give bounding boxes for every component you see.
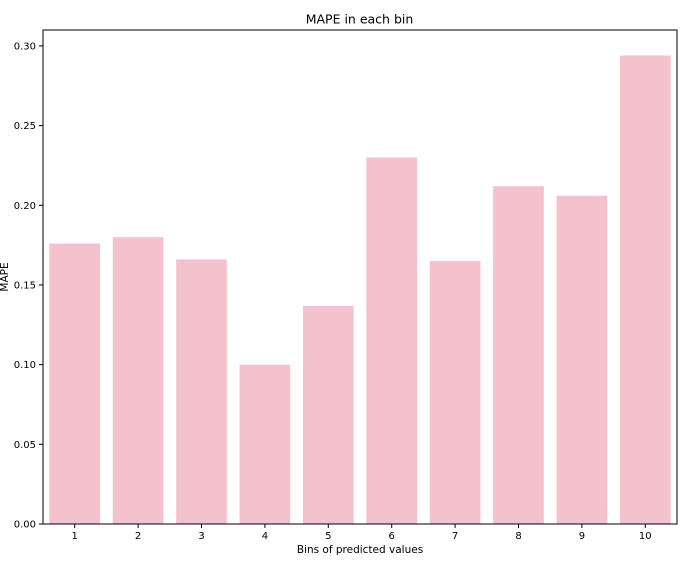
chart-title: MAPE in each bin: [306, 12, 414, 27]
bar-2: [112, 237, 164, 524]
bar-3: [176, 259, 227, 524]
y-tick-label: 0.05: [14, 440, 36, 451]
x-tick-label: 7: [452, 531, 458, 542]
bar-1: [49, 243, 101, 525]
bar-5: [302, 305, 354, 524]
x-tick-label: 10: [639, 531, 652, 542]
bar-8: [493, 186, 544, 525]
x-tick-label: 6: [389, 531, 395, 542]
y-axis: 0.00 0.05 0.10 0.15 0.20 0.25 0.30: [14, 41, 43, 531]
y-tick-label: 0.25: [14, 121, 36, 132]
bar-10: [619, 55, 671, 524]
bar-4: [239, 364, 291, 524]
x-axis: 1 2 3 4 5 6 7 8 9 10: [72, 524, 652, 542]
x-tick-label: 9: [579, 531, 585, 542]
y-tick-label: 0.00: [14, 520, 36, 531]
x-tick-label: 8: [515, 531, 521, 542]
bar-6: [366, 157, 418, 525]
x-tick-label: 3: [198, 531, 204, 542]
bar-9: [556, 195, 608, 525]
plot-frame: [42, 29, 678, 525]
y-tick-label: 0.15: [14, 280, 36, 291]
x-tick-label: 2: [135, 531, 141, 542]
y-tick-label: 0.20: [14, 201, 36, 212]
bars-group: [49, 55, 671, 525]
x-tick-label: 1: [72, 531, 78, 542]
y-axis-label: MAPE: [0, 262, 11, 291]
x-tick-label: 5: [325, 531, 331, 542]
x-axis-label: Bins of predicted values: [297, 544, 423, 556]
y-tick-label: 0.30: [14, 41, 36, 52]
x-tick-label: 4: [262, 531, 268, 542]
bar-7: [429, 261, 481, 524]
y-tick-label: 0.10: [14, 360, 36, 371]
